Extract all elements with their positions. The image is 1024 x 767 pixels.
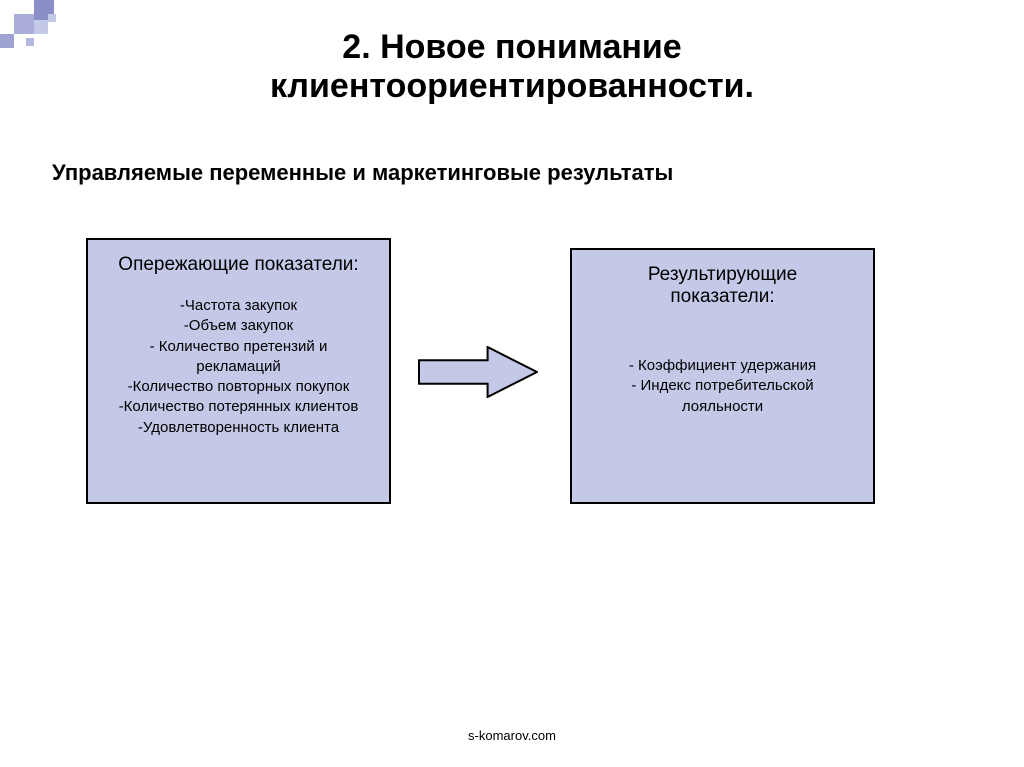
- resulting-indicators-head: Результирующие показатели:: [582, 264, 863, 308]
- slide-title: 2. Новое понимание клиентоориентированно…: [0, 0, 1024, 106]
- resulting-head-line-2: показатели:: [582, 286, 863, 308]
- list-item: - Коэффициент удержания: [582, 356, 863, 376]
- list-item: -Частота закупок: [98, 296, 379, 316]
- slide-subtitle: Управляемые переменные и маркетинговые р…: [0, 106, 1024, 186]
- list-item: - Индекс потребительской: [582, 376, 863, 396]
- list-item: -Объем закупок: [98, 316, 379, 336]
- list-item: -Количество повторных покупок: [98, 377, 379, 397]
- footer-credit: s-komarov.com: [0, 728, 1024, 743]
- resulting-indicators-box: Результирующие показатели: - Коэффициент…: [570, 248, 875, 504]
- list-item: лояльности: [582, 397, 863, 417]
- decor-square: [48, 14, 56, 22]
- corner-decoration: [0, 0, 80, 60]
- decor-square: [34, 20, 48, 34]
- title-line-2: клиентоориентированности.: [0, 67, 1024, 106]
- resulting-head-line-1: Результирующие: [582, 264, 863, 286]
- list-item: -Удовлетворенность клиента: [98, 418, 379, 438]
- decor-square: [14, 14, 34, 34]
- leading-indicators-items: -Частота закупок-Объем закупок- Количест…: [98, 296, 379, 438]
- list-item: - Количество претензий и: [98, 337, 379, 357]
- leading-indicators-head: Опережающие показатели:: [98, 254, 379, 276]
- list-item: -Количество потерянных клиентов: [98, 397, 379, 417]
- arrow-icon: [418, 346, 538, 403]
- list-item: рекламаций: [98, 357, 379, 377]
- leading-indicators-box: Опережающие показатели: -Частота закупок…: [86, 238, 391, 504]
- flow-diagram: Опережающие показатели: -Частота закупок…: [0, 238, 1024, 558]
- decor-square: [0, 34, 14, 48]
- resulting-indicators-items: - Коэффициент удержания- Индекс потребит…: [582, 356, 863, 417]
- title-line-1: 2. Новое понимание: [0, 28, 1024, 67]
- decor-square: [26, 38, 34, 46]
